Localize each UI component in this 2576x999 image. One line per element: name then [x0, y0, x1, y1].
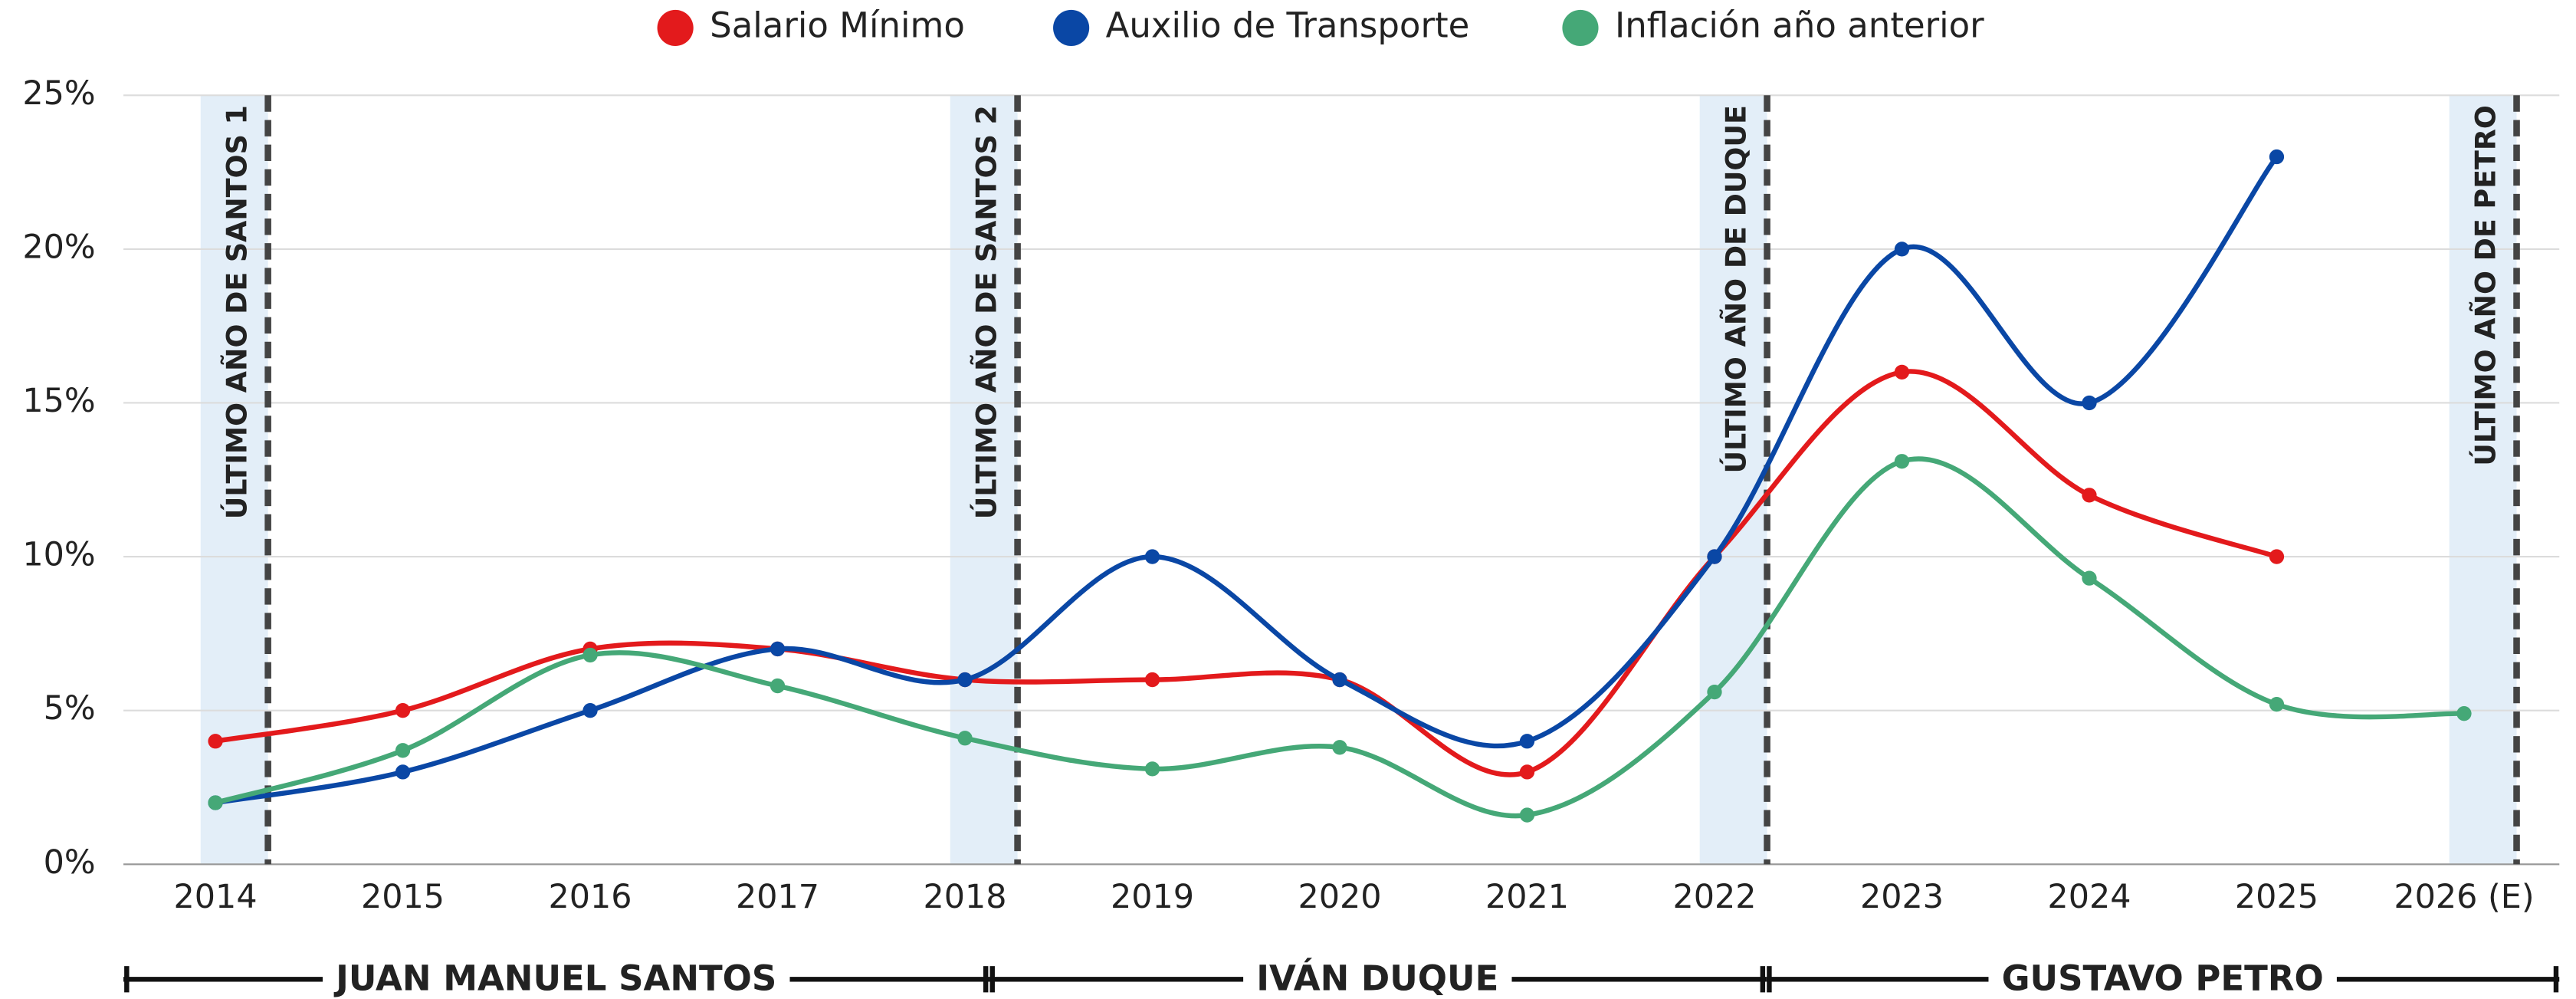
- y-tick-label: 10%: [22, 536, 95, 574]
- data-point: [1332, 672, 1347, 688]
- data-point: [2269, 697, 2285, 712]
- period-label-bg: [1988, 959, 2337, 999]
- y-tick-label: 15%: [22, 382, 95, 420]
- data-point: [1519, 734, 1535, 749]
- x-tick-label: 2019: [1111, 878, 1194, 916]
- data-point: [582, 647, 598, 663]
- y-tick-label: 5%: [44, 689, 96, 728]
- data-point: [770, 678, 786, 694]
- data-point: [1894, 242, 1910, 257]
- x-tick-label: 2024: [2047, 878, 2131, 916]
- annotation: ÚLTIMO AÑO DE SANTOS 1: [220, 105, 254, 519]
- data-point: [1894, 454, 1910, 469]
- legend-marker: [657, 9, 694, 47]
- legend-marker: [1053, 9, 1090, 47]
- x-tick-label: 2026 (E): [2394, 878, 2534, 916]
- highlight-band: [1699, 95, 1767, 865]
- x-tick-label: 2014: [174, 878, 258, 916]
- period-label: JUAN MANUEL SANTOS: [333, 958, 776, 998]
- x-tick-label: 2023: [1860, 878, 1944, 916]
- x-tick-label: 2015: [361, 878, 445, 916]
- data-point: [1332, 740, 1347, 755]
- x-tick-label: 2025: [2235, 878, 2318, 916]
- legend-label: Inflación año anterior: [1615, 5, 1984, 45]
- data-point: [1144, 761, 1160, 777]
- x-tick-label: 2017: [736, 878, 819, 916]
- data-point: [1707, 684, 1722, 700]
- x-tick-label: 2021: [1485, 878, 1569, 916]
- y-tick-label: 20%: [22, 228, 95, 266]
- period-label: IVÁN DUQUE: [1256, 958, 1498, 998]
- data-point: [2456, 706, 2472, 721]
- data-point: [770, 641, 786, 657]
- data-point: [208, 795, 223, 810]
- annotation: ÚLTIMO AÑO DE PETRO: [2468, 105, 2502, 466]
- annotation: ÚLTIMO AÑO DE SANTOS 2: [970, 105, 1003, 519]
- data-point: [395, 703, 411, 718]
- x-tick-label: 2020: [1298, 878, 1381, 916]
- legend-label: Auxilio de Transporte: [1106, 5, 1470, 45]
- series-line: [215, 155, 2279, 806]
- data-point: [395, 764, 411, 780]
- data-point: [2082, 395, 2097, 411]
- data-point: [957, 731, 973, 746]
- y-tick-label: 25%: [22, 74, 95, 113]
- data-point: [2269, 149, 2285, 165]
- data-point: [1144, 672, 1160, 688]
- period-label-bg: [323, 959, 790, 999]
- highlight-band: [2449, 95, 2517, 865]
- x-tick-label: 2016: [549, 878, 632, 916]
- data-point: [208, 734, 223, 749]
- data-point: [395, 743, 411, 758]
- x-tick-label: 2022: [1672, 878, 1756, 916]
- x-tick-label: 2018: [923, 878, 1006, 916]
- data-point: [1707, 549, 1722, 564]
- y-tick-label: 0%: [44, 843, 96, 882]
- data-point: [1519, 764, 1535, 780]
- period-label: GUSTAVO PETRO: [2002, 958, 2324, 998]
- data-point: [2269, 549, 2285, 564]
- data-point: [1519, 807, 1535, 823]
- period-label-bg: [1243, 959, 1512, 999]
- data-point: [957, 672, 973, 688]
- data-point: [582, 703, 598, 718]
- data-point: [1144, 549, 1160, 564]
- series-line: [215, 369, 2278, 777]
- data-point: [1894, 364, 1910, 380]
- legend-label: Salario Mínimo: [710, 5, 965, 45]
- legend-marker: [1562, 9, 1599, 47]
- annotation: ÚLTIMO AÑO DE DUQUE: [1718, 105, 1752, 473]
- data-point: [2082, 570, 2097, 586]
- data-point: [2082, 488, 2097, 503]
